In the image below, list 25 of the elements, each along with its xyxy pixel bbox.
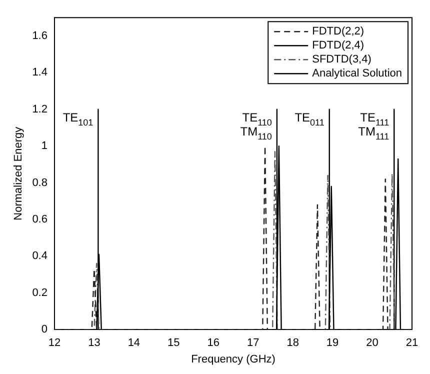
x-tick-label: 19: [326, 337, 339, 350]
x-tick-label: 14: [128, 337, 140, 350]
y-tick-label: 1.2: [32, 103, 48, 116]
x-tick-label: 16: [207, 337, 220, 350]
legend-label: SFDTD(3,4): [312, 54, 372, 66]
x-tick-label: 21: [406, 337, 418, 350]
x-tick-label: 20: [366, 337, 378, 350]
x-tick-label: 15: [168, 337, 180, 350]
x-tick-label: 17: [246, 337, 260, 350]
y-axis-title: Normalized Energy: [12, 126, 25, 220]
x-tick-label: 13: [88, 337, 100, 350]
y-tick-label: 1.4: [32, 66, 48, 79]
y-tick-label: 0.6: [32, 214, 48, 226]
y-tick-label: 0: [41, 324, 48, 336]
x-tick-label: 12: [48, 337, 61, 350]
legend-label: FDTD(2,4): [312, 40, 364, 52]
y-tick-label: 0.8: [32, 176, 48, 189]
x-axis-title: Frequency (GHz): [191, 353, 276, 366]
legend-label: FDTD(2,2): [312, 26, 364, 38]
y-tick-label: 0.4: [32, 250, 48, 262]
x-tick-label: 18: [286, 337, 299, 350]
y-tick-label: 1: [41, 140, 48, 152]
legend-label: Analytical Solution: [312, 68, 402, 80]
y-tick-label: 0.2: [32, 286, 48, 299]
y-tick-label: 1.6: [32, 30, 48, 42]
